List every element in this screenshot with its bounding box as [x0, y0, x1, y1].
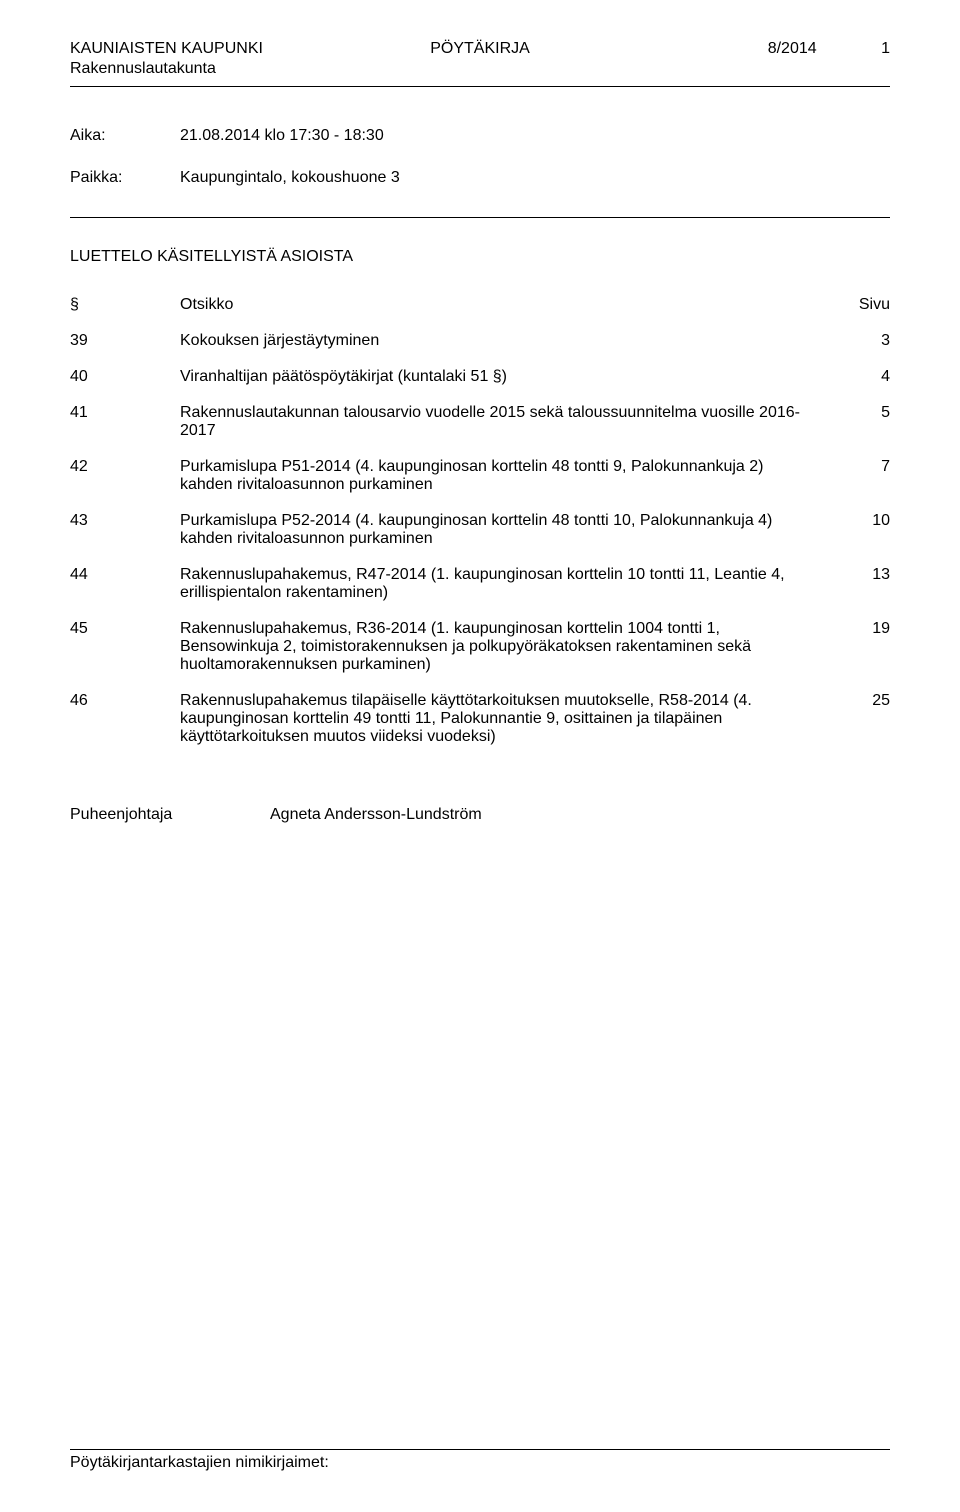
agenda-item: 40Viranhaltijan päätöspöytäkirjat (kunta…	[70, 368, 890, 386]
agenda-title: Rakennuslupahakemus, R36-2014 (1. kaupun…	[180, 620, 830, 674]
agenda-page: 13	[830, 566, 890, 584]
agenda-num: 40	[70, 368, 180, 386]
agenda-num: 39	[70, 332, 180, 350]
agenda-title: Rakennuslupahakemus, R47-2014 (1. kaupun…	[180, 566, 830, 602]
col-header-page: Sivu	[830, 296, 890, 314]
org-name: KAUNIAISTEN KAUPUNKI	[70, 40, 263, 58]
agenda-num: 42	[70, 458, 180, 476]
meta-divider	[70, 217, 890, 218]
agenda-page: 7	[830, 458, 890, 476]
header-divider	[70, 86, 890, 87]
agenda-page: 19	[830, 620, 890, 638]
agenda-num: 41	[70, 404, 180, 422]
footer-divider	[70, 1449, 890, 1450]
footer-text: Pöytäkirjantarkastajien nimikirjaimet:	[70, 1454, 329, 1471]
chair-name: Agneta Andersson-Lundström	[270, 806, 482, 824]
agenda-title: Viranhaltijan päätöspöytäkirjat (kuntala…	[180, 368, 830, 386]
col-header-section: §	[70, 296, 180, 314]
page-number: 1	[881, 40, 890, 57]
chair-label: Puheenjohtaja	[70, 806, 270, 824]
aika-value: 21.08.2014 klo 17:30 - 18:30	[180, 127, 384, 145]
agenda-item: 39Kokouksen järjestäytyminen3	[70, 332, 890, 350]
agenda-title: Rakennuslupahakemus tilapäiselle käyttöt…	[180, 692, 830, 746]
agenda-item: 42Purkamislupa P51-2014 (4. kaupunginosa…	[70, 458, 890, 494]
agenda-item: 45Rakennuslupahakemus, R36-2014 (1. kaup…	[70, 620, 890, 674]
agenda-title: Purkamislupa P52-2014 (4. kaupunginosan …	[180, 512, 830, 548]
agenda-page: 3	[830, 332, 890, 350]
agenda-title: Kokouksen järjestäytyminen	[180, 332, 830, 350]
list-title: LUETTELO KÄSITELLYISTÄ ASIOISTA	[70, 248, 890, 266]
agenda-page: 10	[830, 512, 890, 530]
col-header-title: Otsikko	[180, 296, 830, 314]
aika-label: Aika:	[70, 127, 180, 145]
org-subtitle: Rakennuslautakunta	[70, 60, 890, 78]
agenda-item: 43Purkamislupa P52-2014 (4. kaupunginosa…	[70, 512, 890, 548]
agenda-item: 46Rakennuslupahakemus tilapäiselle käytt…	[70, 692, 890, 746]
agenda-title: Rakennuslautakunnan talousarvio vuodelle…	[180, 404, 830, 440]
agenda-list: 39Kokouksen järjestäytyminen3 40Viranhalt…	[70, 332, 890, 746]
agenda-page: 4	[830, 368, 890, 386]
agenda-num: 43	[70, 512, 180, 530]
agenda-item: 44Rakennuslupahakemus, R47-2014 (1. kaup…	[70, 566, 890, 602]
agenda-item: 41Rakennuslautakunnan talousarvio vuodel…	[70, 404, 890, 440]
agenda-page: 25	[830, 692, 890, 710]
paikka-value: Kaupungintalo, kokoushuone 3	[180, 169, 400, 187]
agenda-title: Purkamislupa P51-2014 (4. kaupunginosan …	[180, 458, 830, 494]
issue-number: 8/2014	[768, 40, 817, 57]
agenda-num: 46	[70, 692, 180, 710]
agenda-num: 45	[70, 620, 180, 638]
doc-type: PÖYTÄKIRJA	[430, 40, 530, 58]
agenda-page: 5	[830, 404, 890, 422]
agenda-num: 44	[70, 566, 180, 584]
paikka-label: Paikka:	[70, 169, 180, 187]
